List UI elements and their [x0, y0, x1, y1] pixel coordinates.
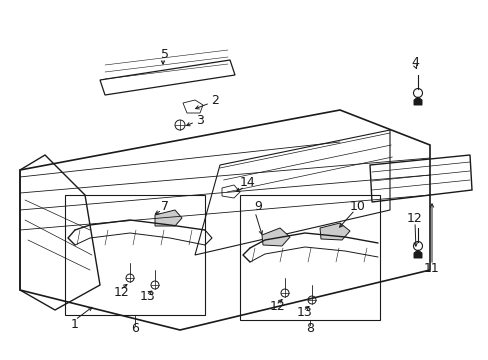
Text: 6: 6	[131, 321, 139, 334]
Text: 12: 12	[407, 211, 422, 225]
Text: 1: 1	[71, 319, 79, 332]
Text: 14: 14	[240, 176, 255, 189]
Text: 2: 2	[211, 94, 219, 107]
Polygon shape	[413, 250, 421, 258]
Text: 5: 5	[161, 49, 169, 62]
Text: 10: 10	[349, 201, 365, 213]
Text: 13: 13	[297, 306, 312, 320]
Text: 8: 8	[305, 321, 313, 334]
Text: 9: 9	[254, 201, 262, 213]
Text: 4: 4	[410, 55, 418, 68]
Text: 12: 12	[114, 285, 130, 298]
Polygon shape	[262, 228, 289, 246]
Text: 3: 3	[196, 113, 203, 126]
Bar	[240, 195, 379, 320]
Bar	[65, 195, 204, 315]
Polygon shape	[155, 210, 182, 226]
Polygon shape	[413, 97, 421, 105]
Text: 13: 13	[140, 291, 156, 303]
Polygon shape	[319, 223, 349, 240]
Text: 11: 11	[423, 261, 439, 274]
Text: 7: 7	[161, 201, 169, 213]
Text: 12: 12	[269, 301, 285, 314]
